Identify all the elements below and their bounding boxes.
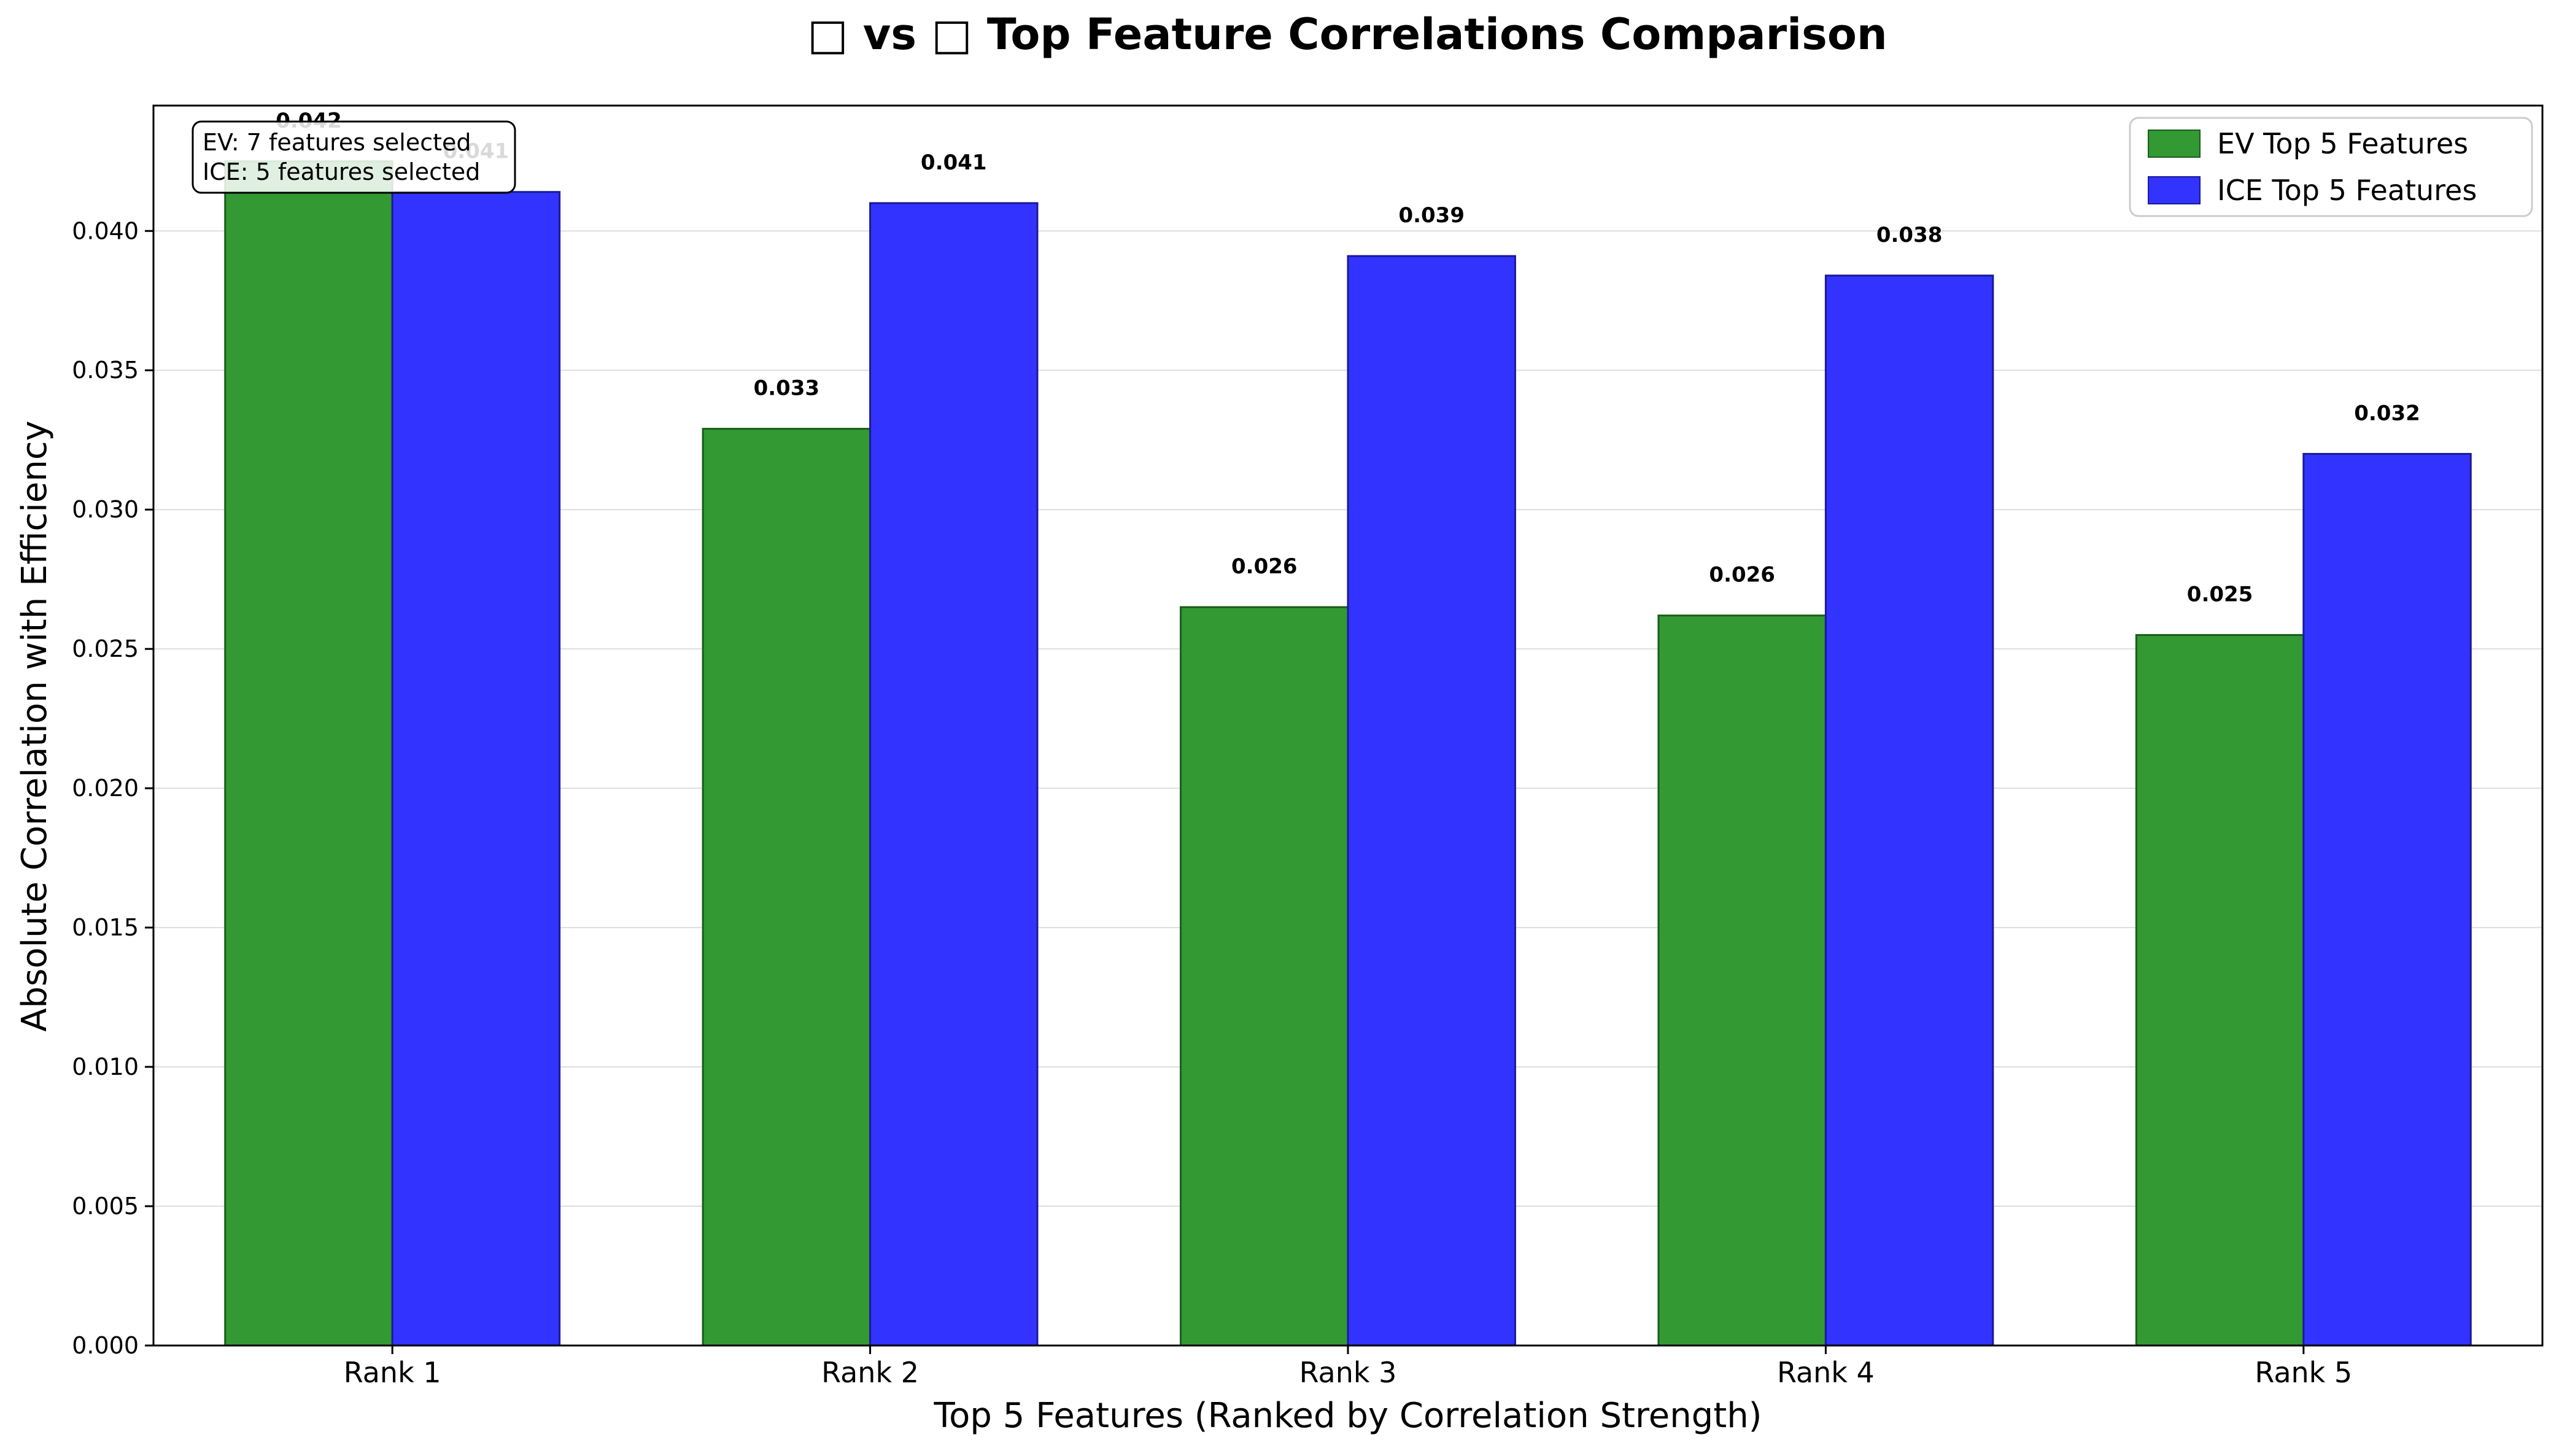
y-tick-label: 0.030 [72,496,139,523]
y-tick-label: 0.020 [72,775,139,802]
legend-swatch-ice [2148,176,2201,204]
y-tick-label: 0.010 [72,1053,139,1080]
ice-bar [869,202,1039,1347]
y-axis-label: Absolute Correlation with Efficiency [15,420,55,1032]
ice-value-label: 0.032 [2354,401,2420,425]
annotation-frame [192,120,516,194]
ev-value-label: 0.026 [1709,563,1775,587]
legend: EV Top 5 Features ICE Top 5 Features [2129,117,2533,217]
x-tick-label: Rank 4 [1777,1356,1875,1389]
ev-value-label: 0.033 [754,376,820,401]
ice-bar [2302,452,2472,1347]
ice-bar [391,191,561,1347]
ev-value-label: 0.026 [1231,554,1298,579]
ice-bar [1347,255,1516,1347]
x-tick-label: Rank 5 [2255,1356,2352,1389]
ev-bar [1657,614,1827,1347]
ev-bar [1180,606,1349,1347]
ev-bar [2135,633,2305,1347]
bars [224,160,2472,1347]
ice-bar [1824,274,1994,1347]
legend-frame [2129,117,2533,217]
y-tick-label: 0.015 [72,914,139,941]
legend-label-ev: EV Top 5 Features [2217,127,2468,160]
ev-value-label: 0.025 [2187,582,2253,606]
ev-bar [224,160,393,1347]
y-axis-ticks: 0.000 0.005 0.010 0.015 0.020 0.025 0.030 0.035… [72,217,153,1359]
y-tick-label: 0.035 [72,357,139,384]
x-axis-label: Top 5 Features (Ranked by Correlation St… [933,1396,1762,1436]
ev-bar [702,428,872,1347]
legend-swatch-ev [2148,130,2201,158]
y-tick-label: 0.005 [72,1193,139,1220]
ice-value-label: 0.038 [1876,223,1943,247]
chart-title: □ vs □ Top Feature Correlations Comparis… [807,9,1887,60]
y-tick-label: 0.025 [72,635,139,662]
x-tick-label: Rank 2 [821,1356,919,1389]
value-labels: 0.0420.0410.0330.0410.0260.0390.0260.038… [276,109,2420,607]
legend-label-ice: ICE Top 5 Features [2217,174,2477,207]
annotation-line-ice: ICE: 5 features selected [203,158,480,185]
y-tick-label: 0.040 [72,217,139,244]
x-tick-label: Rank 3 [1299,1356,1397,1389]
ice-value-label: 0.039 [1398,203,1465,228]
x-axis-ticks: Rank 1 Rank 2 Rank 3 Rank 4 Rank 5 [344,1346,2352,1389]
ice-value-label: 0.041 [921,150,987,175]
x-tick-label: Rank 1 [344,1356,441,1389]
y-tick-label: 0.000 [72,1332,139,1359]
annotation-box: EV: 7 features selected ICE: 5 features … [192,120,516,194]
annotation-line-ev: EV: 7 features selected [203,129,471,156]
